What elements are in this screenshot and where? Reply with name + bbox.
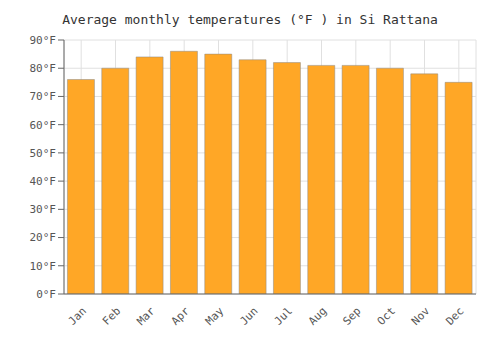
svg-text:Nov: Nov <box>409 304 433 328</box>
svg-text:30°F: 30°F <box>30 203 57 216</box>
svg-text:Sep: Sep <box>340 305 363 328</box>
svg-text:20°F: 20°F <box>30 231 57 244</box>
svg-text:40°F: 40°F <box>30 175 57 188</box>
svg-text:Mar: Mar <box>134 304 158 328</box>
svg-text:Aug: Aug <box>306 305 329 328</box>
svg-text:70°F: 70°F <box>30 90 57 103</box>
svg-text:May: May <box>203 304 227 328</box>
svg-text:10°F: 10°F <box>30 260 57 273</box>
html-text:Average monthly temperatures (: Average monthly temperatures (°F ) in Si… <box>62 12 438 27</box>
svg-text:Feb: Feb <box>100 305 123 328</box>
svg-text:Apr: Apr <box>169 304 193 328</box>
svg-text:60°F: 60°F <box>30 119 57 132</box>
svg-text:0°F: 0°F <box>36 288 56 301</box>
svg-text:Dec: Dec <box>443 305 466 328</box>
svg-text:80°F: 80°F <box>30 62 57 75</box>
svg-text:50°F: 50°F <box>30 147 57 160</box>
svg-text:Jan: Jan <box>66 305 89 328</box>
svg-text:90°F: 90°F <box>30 34 57 47</box>
svg-text:Jul: Jul <box>272 305 295 328</box>
svg-text:Oct: Oct <box>375 305 398 328</box>
svg-text:Jun: Jun <box>237 305 260 328</box>
